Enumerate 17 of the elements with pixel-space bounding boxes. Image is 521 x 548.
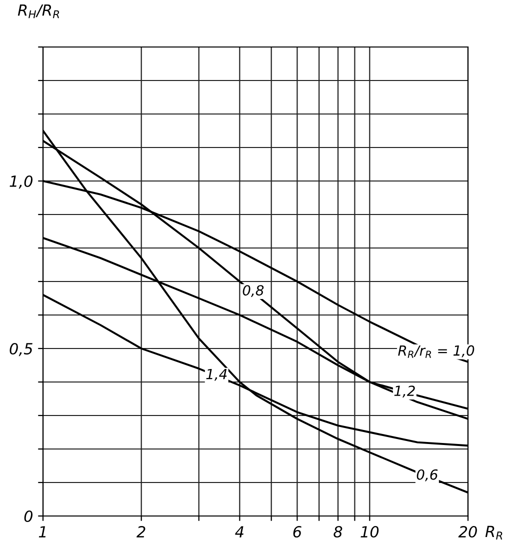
y-tick-label: 0,5 [10,342,32,356]
x-tick-label: 4 [235,526,244,538]
x-tick-label: 8 [334,526,342,538]
x-tick-label: 2 [136,526,146,538]
annotation: 1,2 [394,386,415,398]
y-tick-label: 0 [24,510,33,522]
x-axis-title: R$_{R}$ [485,526,502,540]
y-tick-label: 1,0 [10,175,33,189]
annotation: 0,6 [416,469,438,482]
x-tick-label: 1 [38,526,46,538]
x-tick-label: 20 [458,526,477,538]
annotation: 1,4 [206,369,227,381]
annotation: R$_{R}$/r$_{R}$ = 1,0 [398,345,474,358]
x-tick-label: 10 [360,526,379,538]
x-tick-label: 6 [293,526,302,538]
y-axis-title: R$_{H}$/R$_{R}$ [18,4,60,18]
annotation: 0,8 [242,285,264,297]
